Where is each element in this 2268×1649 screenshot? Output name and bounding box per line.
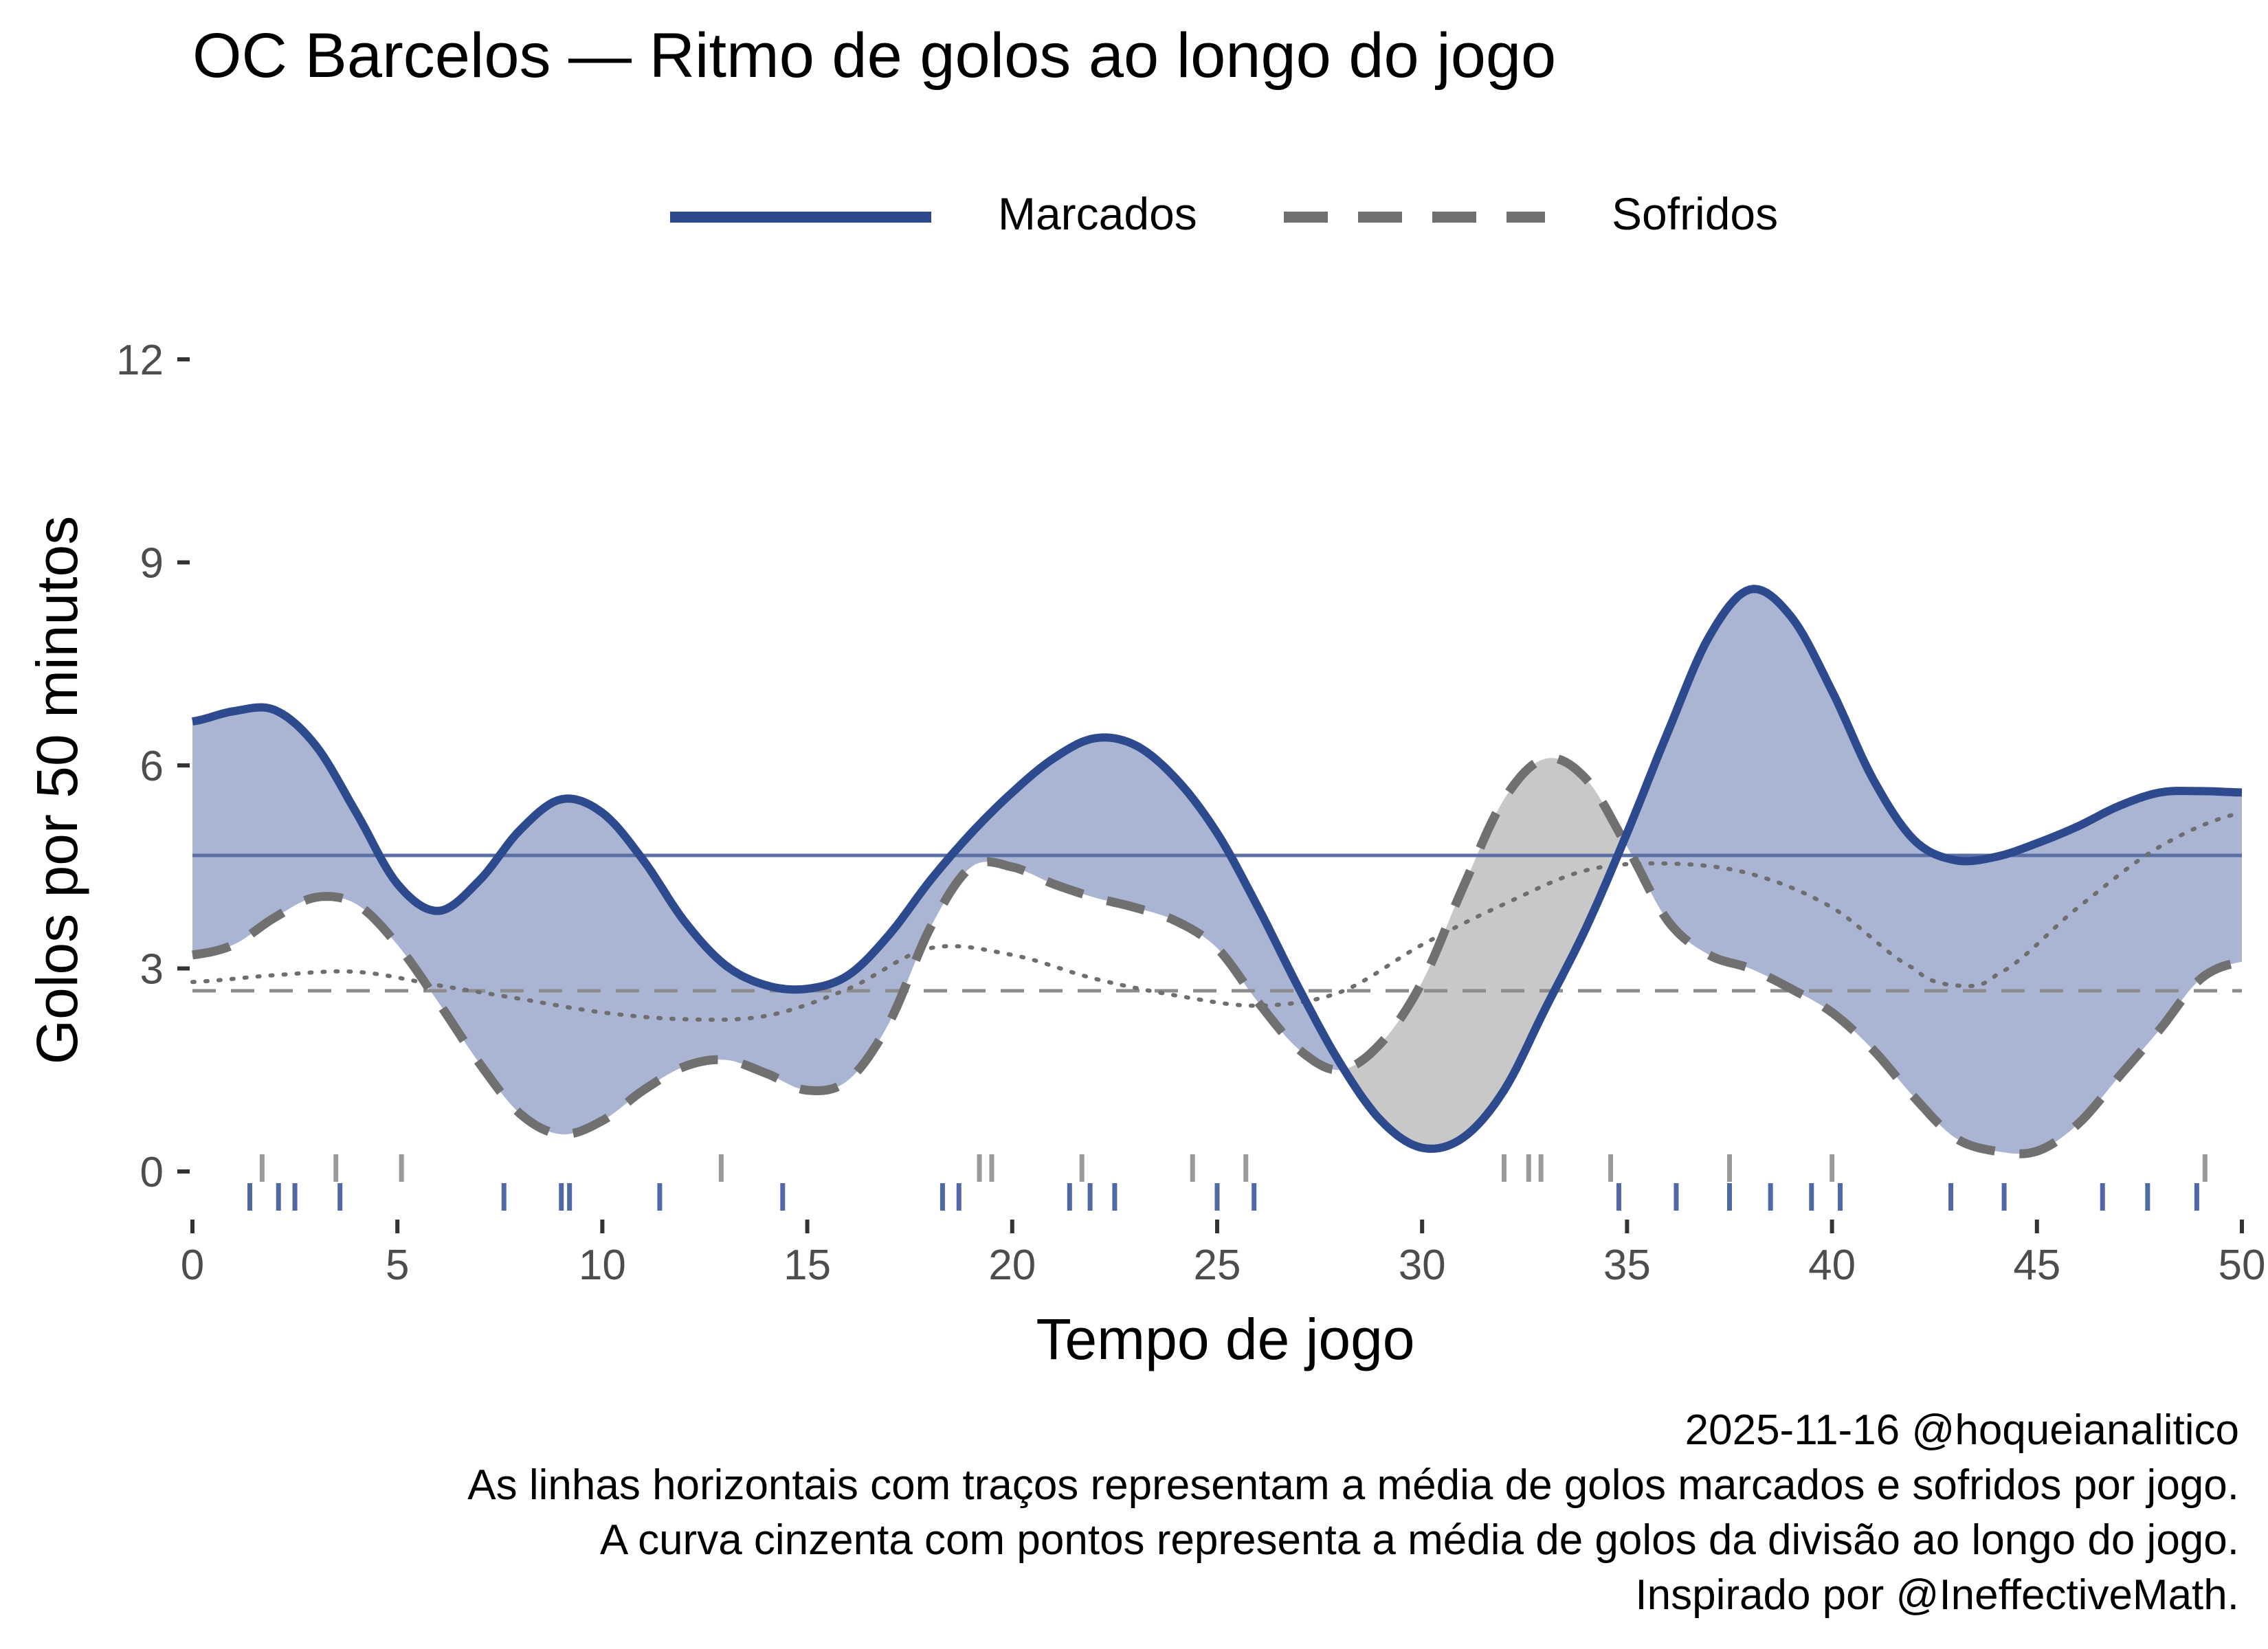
caption-note-averages: As linhas horizontais com traços represe… [467, 1461, 2239, 1509]
x-tick-label: 50 [2219, 1242, 2266, 1289]
x-tick-label: 40 [1808, 1242, 1856, 1289]
legend: Marcados Sofridos [670, 188, 1778, 239]
y-tick-label: 6 [140, 743, 164, 790]
x-tick-label: 20 [988, 1242, 1036, 1289]
area-conceded-above [1339, 758, 1627, 1149]
y-axis: 0 3 6 9 12 [116, 337, 190, 1196]
y-tick-label: 12 [116, 337, 164, 384]
caption-credit: Inspirado por @IneffectiveMath. [1635, 1571, 2239, 1619]
x-tick-label: 25 [1194, 1242, 1241, 1289]
y-tick-label: 3 [140, 946, 164, 994]
x-tick-label: 30 [1399, 1242, 1446, 1289]
caption-note-division: A curva cinzenta com pontos representa a… [600, 1516, 2239, 1564]
x-tick-label: 0 [181, 1242, 204, 1289]
x-tick-label: 45 [2013, 1242, 2060, 1289]
marcados-curve [192, 585, 2243, 1153]
x-axis: 0 5 10 15 20 25 30 35 40 45 50 [181, 1220, 2266, 1289]
area-scored-above [192, 707, 1344, 1134]
caption: 2025-11-16 @hoqueianalitico As linhas ho… [467, 1406, 2239, 1619]
area-scored-above [1623, 589, 2242, 1154]
x-axis-title: Tempo de jogo [1036, 1307, 1414, 1371]
legend-label-marcados: Marcados [998, 188, 1197, 239]
y-axis-title: Golos por 50 minutos [25, 516, 89, 1064]
division-average-curve [190, 811, 2244, 1022]
y-tick-label: 0 [140, 1149, 164, 1196]
caption-date-handle: 2025-11-16 @hoqueianalitico [1685, 1406, 2239, 1454]
chart-title: OC Barcelos — Ritmo de golos ao longo do… [192, 21, 1556, 91]
plot-area [190, 585, 2244, 1211]
sofridos-curve [192, 753, 2243, 1158]
y-tick-label: 9 [140, 540, 164, 587]
x-tick-label: 5 [386, 1242, 409, 1289]
legend-label-sofridos: Sofridos [1612, 188, 1778, 239]
x-tick-label: 35 [1603, 1242, 1651, 1289]
x-tick-label: 10 [579, 1242, 626, 1289]
x-tick-label: 15 [783, 1242, 831, 1289]
